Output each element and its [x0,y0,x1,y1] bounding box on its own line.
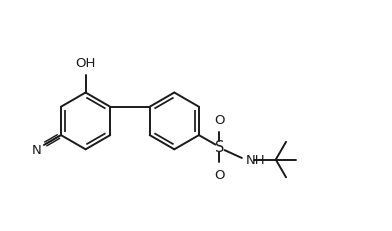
Text: O: O [214,113,225,126]
Text: S: S [215,140,224,155]
Text: N: N [31,143,41,156]
Text: O: O [214,168,225,181]
Text: OH: OH [75,57,96,70]
Text: NH: NH [246,153,266,166]
